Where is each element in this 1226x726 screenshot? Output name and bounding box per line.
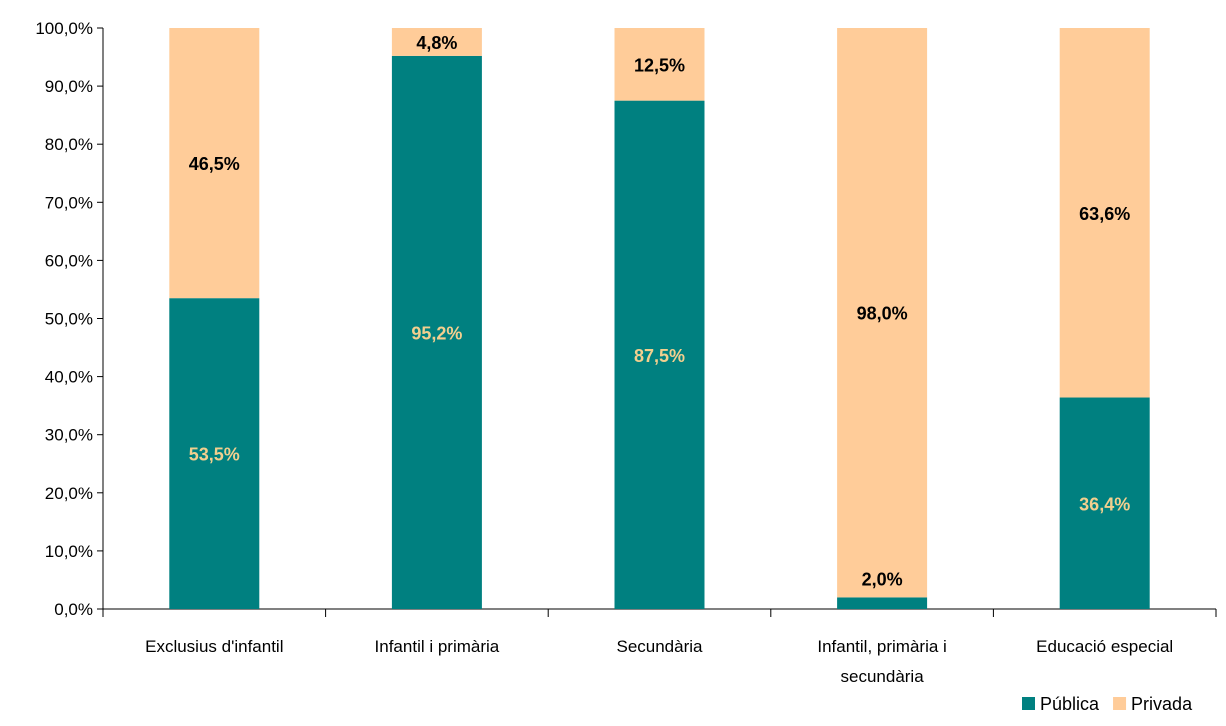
x-axis: Exclusius d'infantil Infantil i primària S… bbox=[102, 608, 1217, 686]
bar-privada bbox=[169, 28, 260, 299]
bar-privada bbox=[837, 28, 928, 598]
y-tick-label: 10,0% bbox=[45, 542, 93, 561]
x-category-label: Infantil i primària bbox=[375, 637, 500, 656]
data-label-privada: 63,6% bbox=[1079, 204, 1130, 224]
y-axis: 0,0% 10,0% 20,0% 30,0% 40,0% 50,0% 60,0% 70,0% 8… bbox=[35, 19, 104, 619]
y-tick-label: 90,0% bbox=[45, 77, 93, 96]
legend-swatch-publica bbox=[1022, 697, 1035, 710]
y-tick-label: 70,0% bbox=[45, 193, 93, 212]
legend: Pública Privada bbox=[1022, 694, 1193, 714]
data-label-publica: 53,5% bbox=[189, 445, 240, 465]
y-tick-label: 40,0% bbox=[45, 368, 93, 387]
y-tick-label: 0,0% bbox=[54, 600, 93, 619]
data-labels: 53,5% 46,5% 95,2% 4,8% 87,5% 12,5% 2,0% 98,0% 36… bbox=[189, 33, 1130, 589]
y-tick-label: 60,0% bbox=[45, 251, 93, 270]
y-tick-label: 30,0% bbox=[45, 426, 93, 445]
x-category-label: Educació especial bbox=[1036, 637, 1173, 656]
bar-publica bbox=[169, 298, 260, 609]
bar-publica bbox=[391, 55, 482, 609]
bar-privada bbox=[391, 28, 482, 56]
x-category-label: Infantil, primària i secundària bbox=[817, 637, 946, 686]
bar-privada bbox=[614, 28, 705, 101]
x-category-label: Exclusius d'infantil bbox=[145, 637, 283, 656]
data-label-publica: 87,5% bbox=[634, 346, 685, 366]
y-tick-label: 50,0% bbox=[45, 310, 93, 329]
legend-label-privada: Privada bbox=[1131, 694, 1193, 714]
data-label-publica: 36,4% bbox=[1079, 494, 1130, 514]
legend-swatch-privada bbox=[1113, 697, 1127, 710]
bar-publica bbox=[1059, 397, 1150, 609]
bar-publica bbox=[837, 597, 928, 609]
data-label-privada: 4,8% bbox=[416, 33, 457, 53]
legend-label-publica: Pública bbox=[1040, 694, 1100, 714]
data-label-privada: 98,0% bbox=[857, 304, 908, 324]
bar-publica bbox=[614, 100, 705, 609]
y-tick-label: 80,0% bbox=[45, 135, 93, 154]
data-label-privada: 46,5% bbox=[189, 154, 240, 174]
x-category-label: Secundària bbox=[616, 637, 703, 656]
y-tick-label: 20,0% bbox=[45, 484, 93, 503]
data-label-publica: 95,2% bbox=[411, 323, 462, 343]
bars bbox=[169, 28, 1150, 609]
y-tick-label: 100,0% bbox=[35, 19, 93, 38]
data-label-publica: 2,0% bbox=[862, 569, 903, 589]
bar-privada bbox=[1059, 28, 1150, 398]
data-label-privada: 12,5% bbox=[634, 55, 685, 75]
